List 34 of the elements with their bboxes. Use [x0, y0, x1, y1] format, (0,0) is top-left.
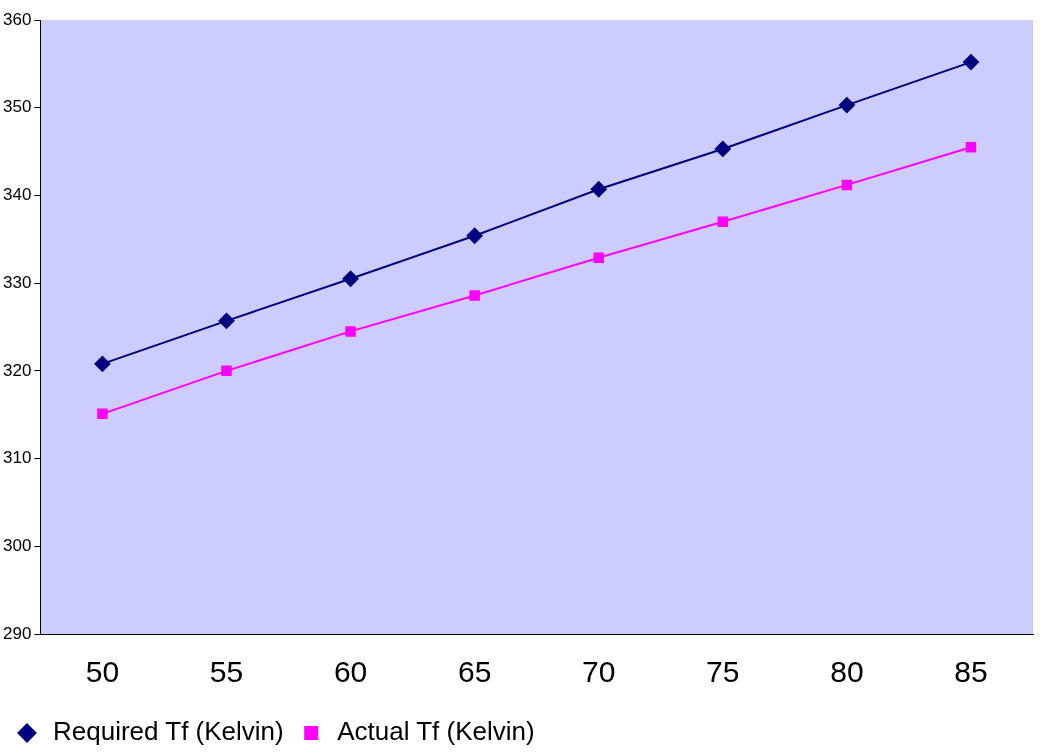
point [218, 312, 235, 329]
point [590, 181, 607, 198]
x-tick-label: 50 [85, 655, 120, 689]
point [345, 326, 356, 337]
point [962, 54, 979, 71]
point [221, 365, 232, 377]
point [717, 216, 729, 227]
legend-label: Actual Tf (Kelvin) [337, 716, 535, 747]
point [838, 97, 855, 114]
y-tick-label: 290 [2, 623, 32, 643]
x-tick-label: 65 [457, 655, 492, 689]
x-tick-label: 75 [706, 655, 740, 689]
x-tick-label: 80 [830, 655, 864, 689]
point [97, 408, 108, 420]
point [965, 141, 977, 153]
point [841, 179, 853, 191]
x-tick-label: 85 [954, 655, 988, 689]
point [94, 355, 111, 372]
y-tick-label: 340 [2, 185, 32, 205]
x-tick-label: 55 [209, 655, 244, 689]
y-tick-label: 300 [2, 535, 32, 555]
point [469, 290, 480, 301]
y-tick-label: 360 [2, 9, 32, 29]
y-tick-label: 320 [2, 360, 32, 380]
y-tick-label: 350 [2, 97, 32, 117]
point [714, 140, 731, 157]
x-tick-label: 70 [582, 655, 616, 689]
y-tick-label: 330 [2, 272, 32, 292]
point [342, 270, 359, 287]
point [593, 252, 604, 263]
legend-label: Required Tf (Kelvin) [53, 716, 284, 747]
y-tick-label: 310 [2, 448, 32, 468]
x-tick-label: 60 [333, 655, 368, 689]
point [466, 227, 483, 244]
